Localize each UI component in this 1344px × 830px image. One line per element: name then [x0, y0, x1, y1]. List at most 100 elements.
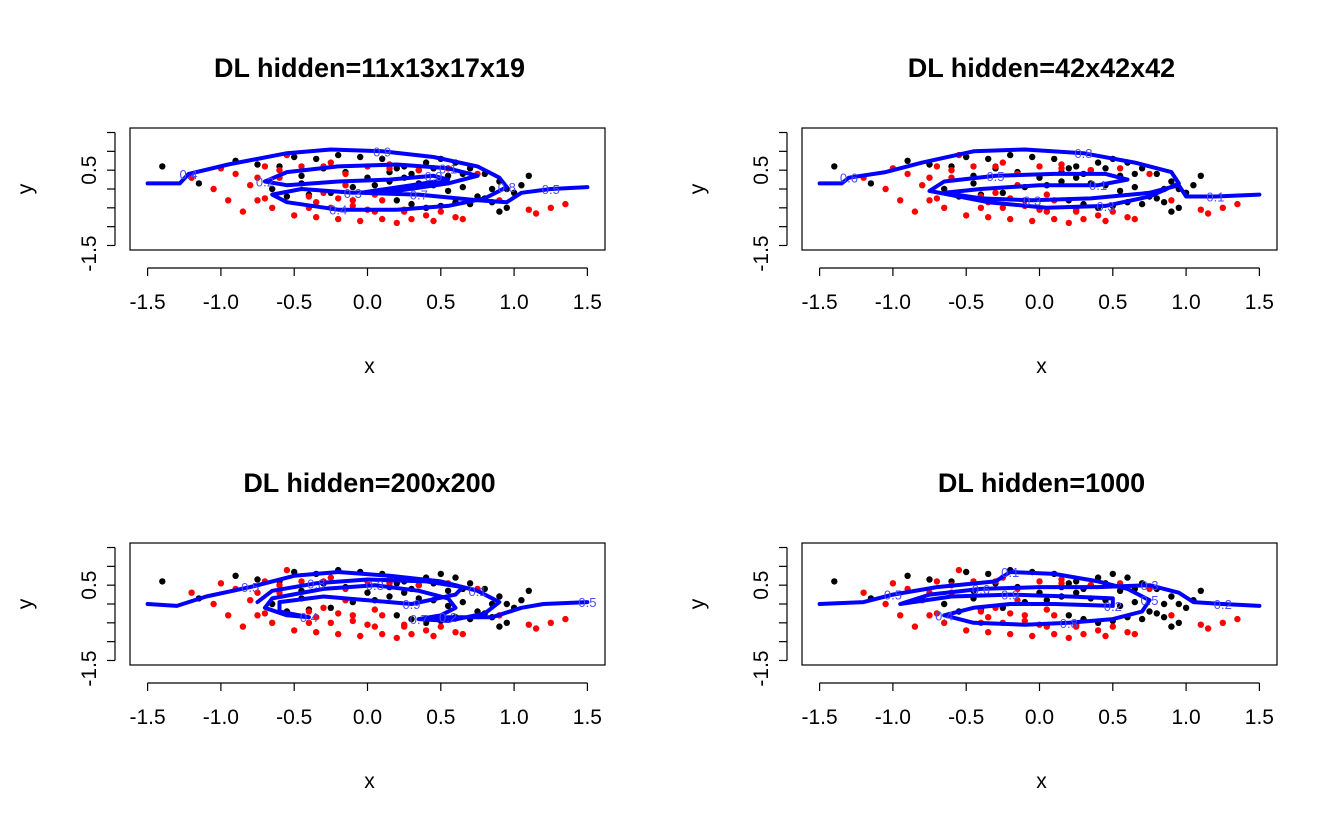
contour-label: 0.9	[424, 169, 442, 184]
data-point	[349, 617, 356, 625]
data-point	[1168, 623, 1175, 630]
contour-label: 0.1	[1089, 178, 1107, 193]
data-point	[1109, 208, 1116, 215]
data-point	[298, 163, 305, 170]
y-tick-label: 0.5	[78, 156, 101, 185]
data-point	[1021, 612, 1028, 619]
data-point	[503, 619, 510, 626]
x-tick-label: -1.0	[203, 291, 239, 314]
data-point	[371, 606, 378, 613]
data-point	[415, 595, 422, 602]
x-tick-label: 1.5	[1245, 706, 1274, 729]
data-point	[1153, 170, 1160, 178]
contour-label: 0.9	[1001, 588, 1019, 603]
data-point	[481, 585, 488, 593]
data-point	[1175, 600, 1182, 608]
x-tick-label: 0.5	[426, 706, 455, 729]
contour-label: 0.4	[329, 203, 347, 218]
contour-label: 0.3	[1096, 199, 1114, 214]
data-point	[459, 630, 466, 638]
data-point	[1043, 606, 1050, 613]
contour-line	[145, 147, 590, 212]
y-tick-label: 0.5	[750, 571, 773, 600]
y-tick-label: 0.5	[78, 571, 101, 600]
data-point	[1094, 212, 1102, 219]
data-point	[313, 614, 320, 621]
data-point	[349, 183, 356, 191]
x-tick-label: -1.0	[875, 706, 911, 729]
data-point	[313, 199, 320, 206]
data-point	[305, 193, 313, 200]
data-point	[904, 572, 911, 579]
data-point	[926, 612, 933, 619]
x-tick-label: 1.0	[500, 291, 529, 314]
data-point	[283, 193, 291, 200]
contour-label: 0.1	[468, 584, 486, 599]
data-point	[562, 615, 569, 623]
data-point	[379, 197, 386, 204]
panel-3: DL hidden=200x200 -1.5 -1.0 -0.5 0.0 0.5 1.0 1.…	[14, 468, 606, 793]
data-point	[254, 197, 261, 204]
data-point	[437, 570, 444, 578]
data-point	[283, 566, 291, 574]
data-point	[503, 600, 510, 608]
data-point	[1080, 215, 1087, 223]
data-point	[1160, 600, 1168, 608]
contour-label: 0.1	[1001, 565, 1019, 580]
data-point	[291, 153, 298, 161]
data-point	[357, 153, 364, 161]
data-point	[525, 206, 532, 213]
data-point	[911, 623, 919, 630]
data-point	[313, 629, 320, 636]
data-point	[1029, 217, 1036, 225]
data-point	[992, 163, 999, 170]
data-point	[430, 632, 437, 640]
data-point	[999, 159, 1006, 166]
data-point	[1043, 208, 1050, 215]
data-point	[225, 612, 232, 619]
x-tick-label: -1.5	[129, 291, 165, 314]
data-point	[970, 163, 977, 170]
data-point	[313, 155, 320, 163]
data-point	[1131, 170, 1138, 178]
data-point	[1051, 215, 1058, 223]
data-point	[831, 578, 838, 585]
data-point	[1197, 621, 1204, 628]
data-point	[1124, 574, 1131, 581]
data-point	[444, 602, 452, 610]
data-point	[941, 619, 948, 626]
x-tick-label: 1.5	[573, 291, 602, 314]
data-point	[1204, 625, 1212, 632]
contour-label: 0.5	[884, 588, 902, 603]
plot-frame	[129, 542, 606, 666]
data-point	[518, 182, 525, 189]
data-point	[926, 174, 933, 181]
contour-label: 0.2	[256, 175, 274, 190]
data-point	[518, 597, 525, 604]
data-point	[977, 204, 985, 211]
data-point	[444, 187, 452, 195]
data-point	[327, 604, 334, 611]
data-point	[1094, 627, 1102, 634]
contour-label: 0.8	[1074, 146, 1092, 161]
contour-label: 0.5	[1140, 593, 1158, 608]
data-point	[327, 619, 334, 626]
data-point	[254, 576, 261, 583]
data-point	[349, 612, 356, 619]
contour-line	[817, 570, 1262, 627]
contour-label: 0.8	[498, 180, 516, 195]
data-point	[1102, 632, 1109, 640]
data-point	[335, 610, 342, 617]
data-point	[437, 623, 444, 630]
data-point	[364, 621, 371, 628]
x-tick-label: -0.5	[276, 291, 312, 314]
contour-label: 0.3	[1140, 578, 1158, 593]
data-point	[305, 619, 313, 626]
data-point	[1146, 170, 1153, 178]
contour-label: 0.2	[1104, 599, 1122, 614]
x-axis-label: x	[364, 355, 375, 378]
data-point	[327, 159, 334, 166]
data-point	[349, 197, 356, 204]
x-tick-label: 1.5	[573, 706, 602, 729]
data-point	[1102, 165, 1109, 172]
